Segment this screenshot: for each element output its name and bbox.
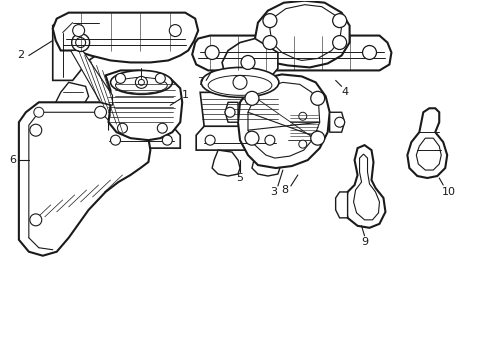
Circle shape — [332, 14, 346, 28]
Text: 6: 6 — [9, 155, 17, 165]
Text: 1: 1 — [182, 90, 188, 100]
Circle shape — [205, 45, 219, 59]
Circle shape — [117, 123, 127, 133]
Text: 2: 2 — [17, 50, 24, 60]
Circle shape — [310, 131, 324, 145]
Circle shape — [241, 55, 254, 69]
Polygon shape — [224, 102, 238, 122]
Circle shape — [310, 91, 324, 105]
Circle shape — [30, 124, 41, 136]
Circle shape — [138, 80, 144, 85]
Polygon shape — [407, 108, 447, 178]
Circle shape — [94, 106, 106, 118]
Ellipse shape — [110, 71, 172, 94]
Text: 3: 3 — [270, 187, 277, 197]
Polygon shape — [283, 112, 321, 148]
Circle shape — [115, 73, 125, 84]
Circle shape — [135, 76, 147, 88]
Polygon shape — [105, 71, 182, 140]
Circle shape — [155, 73, 165, 84]
Ellipse shape — [208, 75, 271, 95]
Polygon shape — [56, 82, 88, 110]
Text: 10: 10 — [441, 187, 455, 197]
Circle shape — [332, 36, 346, 50]
Circle shape — [30, 214, 41, 226]
Polygon shape — [238, 75, 329, 168]
Circle shape — [244, 131, 259, 145]
Circle shape — [205, 135, 215, 145]
Circle shape — [298, 112, 306, 120]
Polygon shape — [329, 112, 344, 132]
Polygon shape — [102, 128, 180, 148]
Circle shape — [362, 45, 376, 59]
Circle shape — [76, 37, 85, 48]
Circle shape — [34, 107, 44, 117]
Polygon shape — [212, 150, 240, 176]
Polygon shape — [71, 50, 112, 105]
Polygon shape — [335, 192, 347, 218]
Polygon shape — [269, 5, 341, 60]
Polygon shape — [353, 154, 379, 220]
Circle shape — [162, 135, 172, 145]
Circle shape — [169, 24, 181, 37]
Circle shape — [72, 33, 89, 51]
Polygon shape — [200, 92, 279, 126]
Ellipse shape — [201, 67, 278, 97]
Circle shape — [263, 14, 276, 28]
Text: 7: 7 — [196, 77, 203, 87]
Circle shape — [157, 123, 167, 133]
Polygon shape — [53, 15, 110, 80]
Polygon shape — [415, 138, 440, 170]
Text: 5: 5 — [236, 173, 243, 183]
Polygon shape — [247, 82, 319, 158]
Polygon shape — [254, 1, 349, 67]
Circle shape — [244, 91, 259, 105]
Circle shape — [263, 36, 276, 50]
Polygon shape — [105, 88, 175, 128]
Polygon shape — [53, 13, 198, 62]
Circle shape — [334, 117, 344, 127]
Circle shape — [264, 135, 274, 145]
Polygon shape — [19, 102, 150, 256]
Polygon shape — [344, 145, 385, 228]
Polygon shape — [196, 126, 283, 150]
Polygon shape — [192, 36, 390, 71]
Text: 4: 4 — [340, 87, 347, 97]
Circle shape — [73, 24, 84, 37]
Circle shape — [110, 135, 120, 145]
Circle shape — [224, 107, 235, 117]
Circle shape — [298, 140, 306, 148]
Polygon shape — [222, 39, 277, 84]
Text: 9: 9 — [360, 237, 367, 247]
Text: 8: 8 — [281, 185, 288, 195]
Ellipse shape — [115, 77, 167, 93]
Polygon shape — [251, 150, 279, 176]
Circle shape — [233, 75, 246, 89]
